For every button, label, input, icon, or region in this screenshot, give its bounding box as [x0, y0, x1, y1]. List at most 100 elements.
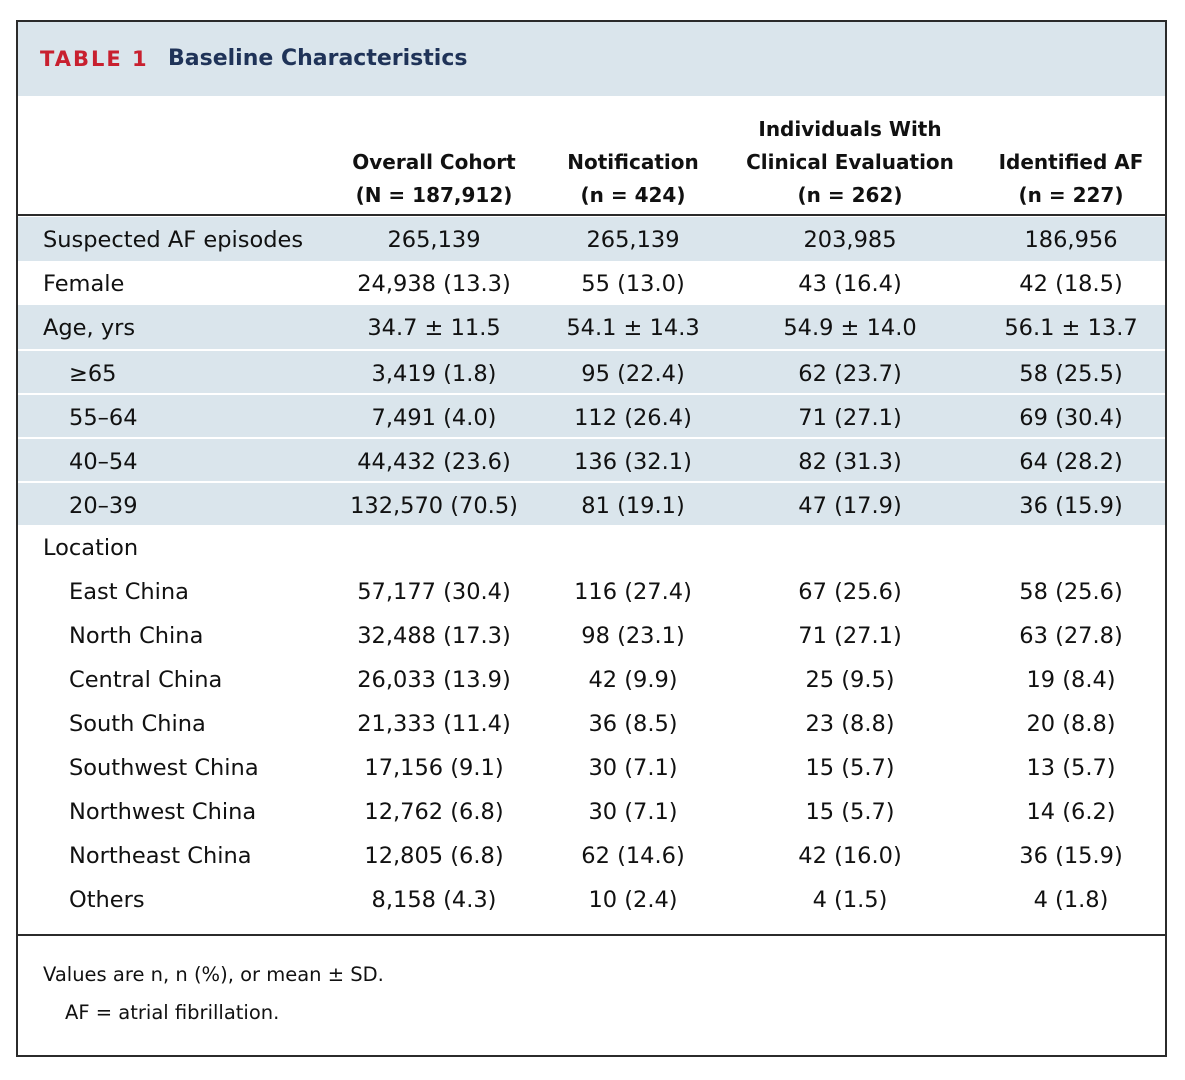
- column-header-line: Notification: [567, 150, 699, 174]
- table-row: Female 24,938 (13.3) 55 (13.0) 43 (16.4) 42 …: [18, 261, 1165, 305]
- column-header-1: Overall Cohort (N = 187,912): [324, 110, 544, 212]
- table-cell: 14 (6.2): [1026, 799, 1116, 825]
- table-cell: 23 (8.8): [805, 711, 895, 737]
- table-row: Others 8,158 (4.3) 10 (2.4) 4 (1.5) 4 (1.8): [18, 877, 1165, 921]
- table-row: Suspected AF episodes 265,139 265,139 203,9…: [18, 217, 1165, 261]
- table-frame: TABLE 1 Baseline Characteristics Overall…: [16, 20, 1167, 1057]
- table-cell: 34.7 ± 11.5: [367, 315, 501, 341]
- row-label: 55–64: [69, 405, 138, 431]
- column-header-line: Overall Cohort: [352, 150, 516, 174]
- table-cell: 58 (25.6): [1019, 579, 1123, 605]
- column-header-line: Identified AF: [998, 150, 1144, 174]
- table-row: 20–39 132,570 (70.5) 81 (19.1) 47 (17.9) 36 …: [18, 481, 1165, 525]
- table-cell: 62 (14.6): [581, 843, 685, 869]
- header-rule: [18, 214, 1165, 216]
- column-header-2: Notification (n = 424): [533, 110, 733, 212]
- table-cell: 42 (18.5): [1019, 271, 1123, 297]
- row-label: Suspected AF episodes: [43, 227, 304, 253]
- table-cell: 54.1 ± 14.3: [566, 315, 700, 341]
- table-cell: 82 (31.3): [798, 449, 902, 475]
- table-cell: 24,938 (13.3): [357, 271, 511, 297]
- table-row: South China 21,333 (11.4) 36 (8.5) 23 (8.8)…: [18, 701, 1165, 745]
- column-header-line: (n = 262): [797, 183, 903, 207]
- table-cell: 63 (27.8): [1019, 623, 1123, 649]
- table-cell: 36 (15.9): [1019, 493, 1123, 519]
- table-cell: 10 (2.4): [588, 887, 678, 913]
- row-label: 40–54: [69, 449, 138, 475]
- row-label: South China: [69, 711, 206, 737]
- table-cell: 30 (7.1): [588, 799, 678, 825]
- table-body: Suspected AF episodes 265,139 265,139 203,9…: [18, 217, 1165, 921]
- table-row: 55–64 7,491 (4.0) 112 (26.4) 71 (27.1) 69 (3…: [18, 393, 1165, 437]
- row-label: Female: [43, 271, 125, 297]
- row-label: Central China: [69, 667, 223, 693]
- table-cell: 15 (5.7): [805, 799, 895, 825]
- table-cell: [324, 525, 544, 569]
- table-row: Location: [18, 525, 1165, 569]
- row-label: Location: [43, 535, 139, 561]
- table-cell: 186,956: [1024, 227, 1118, 253]
- column-header-3: Individuals With Clinical Evaluation (n = …: [730, 110, 970, 212]
- table-row: North China 32,488 (17.3) 98 (23.1) 71 (27.…: [18, 613, 1165, 657]
- footnote-abbreviation: AF = atrial fibrillation.: [65, 1001, 280, 1024]
- table-cell: 67 (25.6): [798, 579, 902, 605]
- table-title-bar: TABLE 1 Baseline Characteristics: [18, 22, 1165, 96]
- table-title: Baseline Characteristics: [168, 46, 468, 71]
- table-row: Age, yrs 34.7 ± 11.5 54.1 ± 14.3 54.9 ± 14.…: [18, 305, 1165, 349]
- table-cell: 21,333 (11.4): [357, 711, 511, 737]
- table-cell: 64 (28.2): [1019, 449, 1123, 475]
- table-cell: 265,139: [586, 227, 680, 253]
- row-label: Age, yrs: [43, 315, 136, 341]
- table-cell: 7,491 (4.0): [371, 405, 497, 431]
- row-label: Southwest China: [69, 755, 259, 781]
- table-cell: 54.9 ± 14.0: [783, 315, 917, 341]
- table-cell: 8,158 (4.3): [371, 887, 497, 913]
- column-header-line: Clinical Evaluation: [746, 150, 954, 174]
- table-cell: 203,985: [803, 227, 897, 253]
- table-cell: 4 (1.5): [812, 887, 888, 913]
- table-cell: 12,762 (6.8): [364, 799, 504, 825]
- table-number: TABLE 1: [40, 47, 149, 71]
- table-cell: [971, 525, 1171, 569]
- column-header-line: (N = 187,912): [355, 183, 513, 207]
- table-cell: 25 (9.5): [805, 667, 895, 693]
- table-cell: 42 (9.9): [588, 667, 678, 693]
- table-cell: 43 (16.4): [798, 271, 902, 297]
- table-cell: 265,139: [387, 227, 481, 253]
- footer-rule: [18, 934, 1165, 936]
- column-header-line: (n = 424): [580, 183, 686, 207]
- table-cell: 81 (19.1): [581, 493, 685, 519]
- table-cell: 56.1 ± 13.7: [1004, 315, 1138, 341]
- table-row: Northeast China 12,805 (6.8) 62 (14.6) 42 (…: [18, 833, 1165, 877]
- table-cell: 30 (7.1): [588, 755, 678, 781]
- table-row: 40–54 44,432 (23.6) 136 (32.1) 82 (31.3) 64 …: [18, 437, 1165, 481]
- table-cell: 71 (27.1): [798, 623, 902, 649]
- table-cell: 116 (27.4): [574, 579, 692, 605]
- row-label: East China: [69, 579, 189, 605]
- column-header-4: Identified AF (n = 227): [971, 110, 1171, 212]
- table-cell: 62 (23.7): [798, 361, 902, 387]
- table-cell: 15 (5.7): [805, 755, 895, 781]
- table-cell: 36 (8.5): [588, 711, 678, 737]
- table-row: Northwest China 12,762 (6.8) 30 (7.1) 15 (5…: [18, 789, 1165, 833]
- row-label: 20–39: [69, 493, 138, 519]
- row-label: North China: [69, 623, 204, 649]
- row-label: Northeast China: [69, 843, 252, 869]
- table-cell: 42 (16.0): [798, 843, 902, 869]
- table-cell: 17,156 (9.1): [364, 755, 504, 781]
- table-cell: 47 (17.9): [798, 493, 902, 519]
- table-cell: 13 (5.7): [1026, 755, 1116, 781]
- row-label: Others: [69, 887, 145, 913]
- row-label: Northwest China: [69, 799, 257, 825]
- table-cell: 12,805 (6.8): [364, 843, 504, 869]
- footnote-values: Values are n, n (%), or mean ± SD.: [43, 963, 384, 986]
- table-row: Central China 26,033 (13.9) 42 (9.9) 25 (9.…: [18, 657, 1165, 701]
- table-cell: 58 (25.5): [1019, 361, 1123, 387]
- table-cell: 98 (23.1): [581, 623, 685, 649]
- table-row: Southwest China 17,156 (9.1) 30 (7.1) 15 (5…: [18, 745, 1165, 789]
- table-cell: [533, 525, 733, 569]
- table-cell: 20 (8.8): [1026, 711, 1116, 737]
- column-header-line: (n = 227): [1018, 183, 1124, 207]
- table-row: ≥65 3,419 (1.8) 95 (22.4) 62 (23.7) 58 (25.5…: [18, 349, 1165, 393]
- table-cell: 136 (32.1): [574, 449, 692, 475]
